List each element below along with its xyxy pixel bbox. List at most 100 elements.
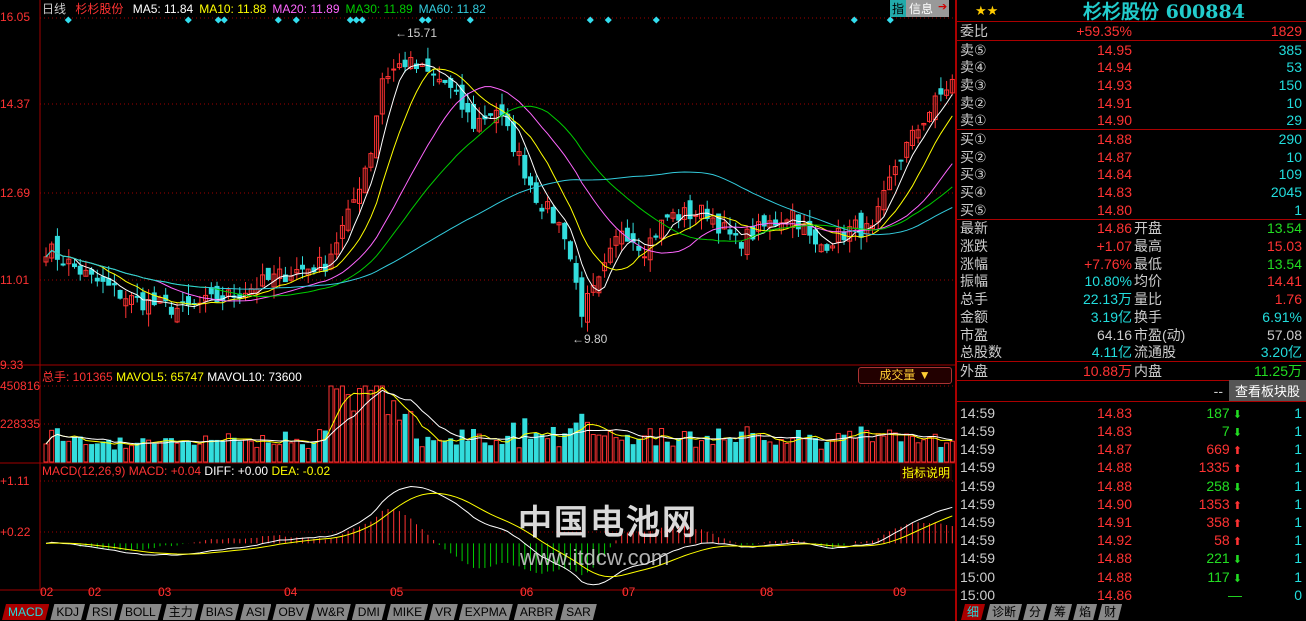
volume-axis-label: 228335 [0, 417, 41, 431]
volume-bar [915, 442, 921, 463]
stat-value: +7.76% [1084, 255, 1132, 272]
candle-body [556, 222, 562, 226]
quote-tab-0[interactable]: 细 [961, 604, 985, 620]
tick-volume-value: 7 [1221, 423, 1230, 440]
buy-level-l: 买④ [960, 184, 987, 201]
indicator-tab-boll[interactable]: BOLL [119, 604, 162, 620]
quote-tab-2[interactable]: 分 [1023, 604, 1047, 620]
quote-tab-3[interactable]: 筹 [1048, 604, 1072, 620]
arrow-up-icon: ⬆ [1229, 463, 1242, 476]
high-annotation: ←15.71 [395, 26, 438, 40]
volume-bar [94, 443, 100, 463]
indicator-tab-sar[interactable]: SAR [560, 604, 597, 620]
candle-body [921, 122, 927, 126]
candle-body [54, 235, 60, 260]
exit-icon[interactable]: ➔ [936, 0, 950, 17]
sell-level-v: 10 [1286, 94, 1302, 111]
candle-body [533, 182, 539, 203]
candle-body [756, 221, 761, 232]
indicator-tab-arbr[interactable]: ARBR [514, 604, 559, 620]
candle-body [385, 76, 391, 80]
view-sector-stocks-button[interactable]: 查看板块股 [1228, 380, 1306, 402]
mavol5: MAVOL5: 65747 [116, 370, 204, 384]
stat-label: 金额 [960, 308, 988, 325]
candle-body [89, 269, 95, 275]
volume-bar [624, 434, 630, 463]
indicator-tab-asi[interactable]: ASI [240, 604, 271, 620]
volume-bar [744, 426, 750, 463]
stat-label: 总股数 [960, 344, 1002, 361]
indicator-tab-vr[interactable]: VR [429, 604, 458, 620]
indicator-tab-主力[interactable]: 主力 [163, 604, 199, 620]
candle-body [847, 226, 853, 242]
indicator-tab-obv[interactable]: OBV [272, 604, 309, 620]
tick-time: 14:59 [960, 423, 996, 440]
candle-body [317, 256, 323, 271]
candle-body [414, 63, 419, 70]
indicator-button[interactable]: 指 [890, 0, 907, 17]
tick-volume: 7 ⬇ [1132, 423, 1242, 439]
buy-level-p: 14.84 [1096, 166, 1132, 183]
stat-value: 13.54 [1266, 220, 1302, 237]
watermark-logo: 中国电池网 [518, 504, 698, 542]
sector-dash: -- [1213, 382, 1223, 399]
tick-volume-value: 358 [1206, 513, 1230, 530]
tick-row: 15:00 14.88 117 ⬇ 1 [957, 567, 1306, 585]
candle-body [784, 219, 790, 223]
volume-indicator-select[interactable]: 成交量 ▼ [858, 367, 952, 384]
sector-row: -- 查看板块股 [957, 380, 1306, 402]
candle-body [938, 88, 944, 95]
tick-price: 14.88 [1096, 477, 1132, 494]
tick-count: 1 [1294, 459, 1302, 476]
buy-level-l: 买③ [960, 166, 987, 183]
candle-body [824, 244, 830, 251]
high-value: 15.71 [407, 26, 438, 40]
stat-row: 涨幅 +7.76% 最低 13.54 [957, 255, 1306, 273]
indicator-tab-dmi[interactable]: DMI [352, 604, 386, 620]
tick-volume: 1353 ⬆ [1132, 496, 1242, 512]
volume-bar [927, 436, 932, 463]
volume-bar [949, 440, 955, 463]
volume-bar [710, 443, 716, 463]
indicator-tab-kdj[interactable]: KDJ [50, 604, 85, 620]
arrow-down-icon: ⬇ [1229, 481, 1242, 494]
ma60-line [45, 171, 953, 290]
volume-bar [203, 435, 209, 463]
indicator-tab-mike[interactable]: MIKE [387, 604, 428, 620]
volume-bar [362, 385, 368, 463]
quote-tab-5[interactable]: 财 [1098, 604, 1122, 620]
tick-price: 14.92 [1096, 532, 1132, 549]
candle-body [687, 200, 693, 220]
stat-value: 6.91% [1262, 308, 1302, 325]
kline-chart[interactable] [0, 0, 956, 603]
candle-body [550, 206, 556, 224]
tick-time: 14:59 [960, 550, 996, 567]
arrow-up-icon: ⬆ [1229, 499, 1242, 512]
indicator-tab-macd[interactable]: MACD [2, 604, 49, 620]
buy-level-v: 109 [1278, 166, 1302, 183]
candle-body [408, 56, 414, 69]
tick-volume: 669 ⬆ [1132, 441, 1242, 457]
tick-price: 14.87 [1096, 441, 1132, 458]
volume-bar [824, 441, 830, 463]
volume-bar [425, 436, 431, 463]
sell-level-v: 29 [1286, 112, 1302, 129]
volume-bar [756, 433, 761, 463]
indicator-tab-w&r[interactable]: W&R [311, 604, 351, 620]
indicator-tab-rsi[interactable]: RSI [86, 604, 118, 620]
candle-body [271, 273, 277, 288]
stat-label: 最低 [1134, 255, 1162, 272]
indicator-help-button[interactable]: 指标说明 [900, 464, 953, 481]
tick-price: 14.90 [1096, 495, 1132, 512]
indicator-tab-bias[interactable]: BIAS [200, 604, 239, 620]
volume-bar [431, 440, 437, 463]
indicator-tab-expma[interactable]: EXPMA [459, 604, 513, 620]
info-button[interactable]: 信息 [906, 0, 937, 17]
quote-tab-1[interactable]: 诊断 [986, 604, 1022, 620]
candle-body [670, 212, 676, 219]
candle-body [265, 267, 271, 280]
tick-time: 15:00 [960, 586, 996, 603]
tick-volume: — [1132, 587, 1242, 603]
quote-tab-4[interactable]: 焰 [1073, 604, 1097, 620]
outer-value: 10.88万 [1082, 362, 1132, 379]
